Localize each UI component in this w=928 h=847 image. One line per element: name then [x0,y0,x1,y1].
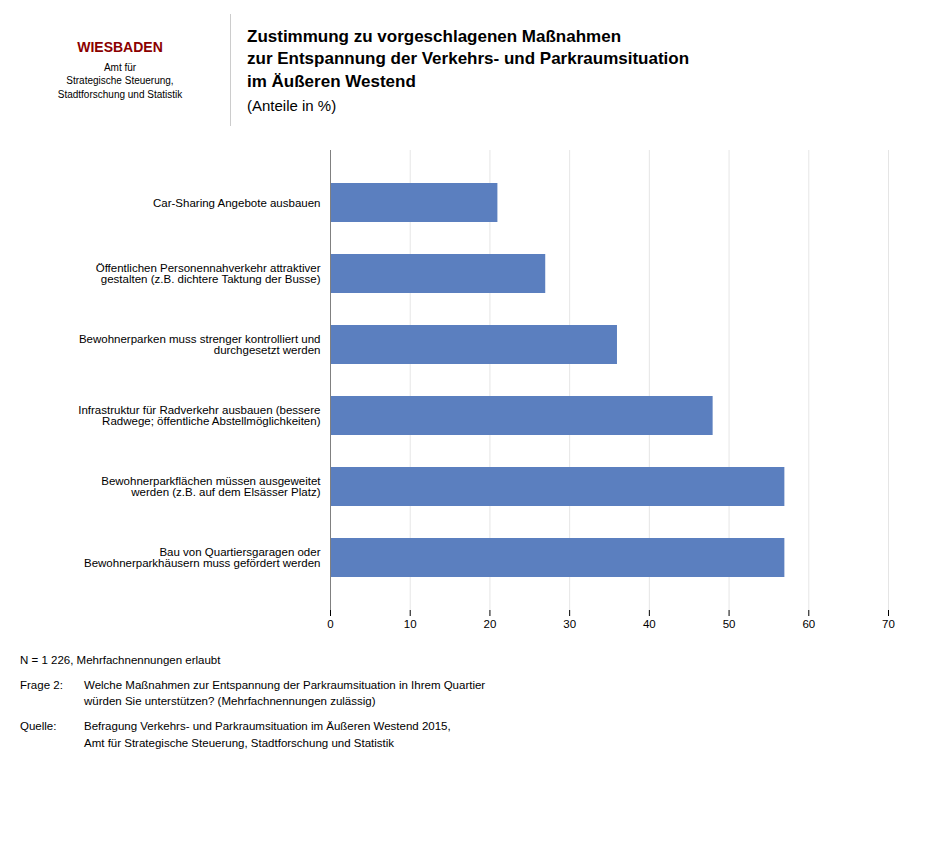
svg-text:Bewohnerparken muss strenger k: Bewohnerparken muss strenger kontrollier… [79,333,321,357]
svg-text:Bau von Quartiersgaragen oderB: Bau von Quartiersgaragen oderBewohnerpar… [84,546,321,570]
svg-text:50: 50 [723,618,736,630]
svg-text:Car-Sharing Angebote ausbauen: Car-Sharing Angebote ausbauen [153,197,321,209]
html-text:Befragung Verkehrs- und Parkra: Befragung Verkehrs- und Parkraumsituatio… [84,720,451,749]
html-text:Quelle:: Quelle: [20,720,57,732]
html-text:Zustimmung zu vorgeschlagenen: Zustimmung zu vorgeschlagenen Maßnahmen … [247,27,690,91]
svg-text:70: 70 [882,618,895,630]
html-text:N = 1 226, Mehrfachnennungen e: N = 1 226, Mehrfachnennungen erlaubt [20,654,221,666]
svg-text:20: 20 [484,618,497,630]
html-text:Frage 2:: Frage 2: [20,678,63,691]
svg-text:60: 60 [802,618,815,630]
svg-text:Bewohnerparkflächen müssen aus: Bewohnerparkflächen müssen ausgeweitetwe… [101,475,321,499]
html-text:(Anteile in %): (Anteile in %) [247,96,337,114]
html-text:Amt für Strategische Steuerung: Amt für Strategische Steuerung, Stadtfor… [57,61,183,100]
svg-text:10: 10 [404,618,417,630]
svg-text:30: 30 [563,618,576,630]
html-text:WIESBADEN: WIESBADEN [77,38,163,55]
html-text:Welche Maßnahmen zur Entspannu: Welche Maßnahmen zur Entspannung der Par… [84,678,486,708]
svg-text:Öffentlichen Personennahverkeh: Öffentlichen Personennahverkehr attrakti… [96,262,321,286]
svg-text:0: 0 [327,618,333,630]
svg-text:40: 40 [643,618,656,630]
svg-text:Infrastruktur für Radverkehr a: Infrastruktur für Radverkehr ausbauen (b… [78,404,320,428]
